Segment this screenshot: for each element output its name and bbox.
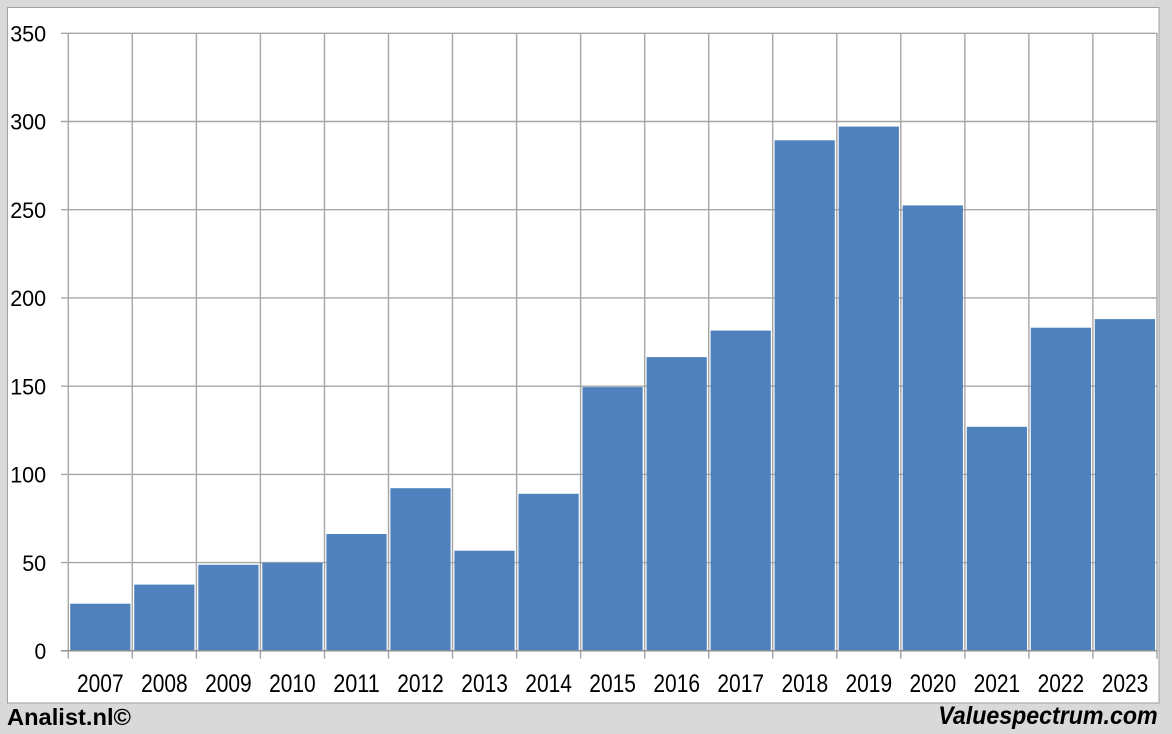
svg-text:250: 250 bbox=[10, 198, 46, 223]
svg-text:350: 350 bbox=[10, 22, 46, 47]
svg-text:2008: 2008 bbox=[141, 670, 188, 698]
svg-text:2014: 2014 bbox=[525, 670, 572, 698]
svg-text:2012: 2012 bbox=[397, 670, 444, 698]
svg-text:100: 100 bbox=[10, 463, 46, 488]
svg-text:2023: 2023 bbox=[1102, 670, 1149, 698]
svg-text:200: 200 bbox=[10, 286, 46, 311]
svg-text:2021: 2021 bbox=[974, 670, 1021, 698]
svg-text:150: 150 bbox=[10, 374, 46, 399]
svg-text:2020: 2020 bbox=[910, 670, 957, 698]
svg-text:2022: 2022 bbox=[1038, 670, 1085, 698]
svg-text:2010: 2010 bbox=[269, 670, 316, 698]
svg-text:0: 0 bbox=[35, 639, 47, 664]
svg-text:2009: 2009 bbox=[205, 670, 252, 698]
svg-text:2017: 2017 bbox=[717, 670, 764, 698]
svg-text:2015: 2015 bbox=[589, 670, 636, 698]
svg-text:2011: 2011 bbox=[333, 670, 380, 698]
svg-text:Analist.nl©: Analist.nl© bbox=[7, 704, 131, 730]
svg-text:300: 300 bbox=[10, 110, 46, 135]
svg-text:2019: 2019 bbox=[846, 670, 893, 698]
svg-text:2007: 2007 bbox=[77, 670, 124, 698]
svg-text:50: 50 bbox=[22, 551, 46, 576]
svg-text:Valuespectrum.com: Valuespectrum.com bbox=[938, 702, 1157, 730]
svg-text:2016: 2016 bbox=[653, 670, 700, 698]
svg-text:2013: 2013 bbox=[461, 670, 508, 698]
svg-text:2018: 2018 bbox=[782, 670, 829, 698]
